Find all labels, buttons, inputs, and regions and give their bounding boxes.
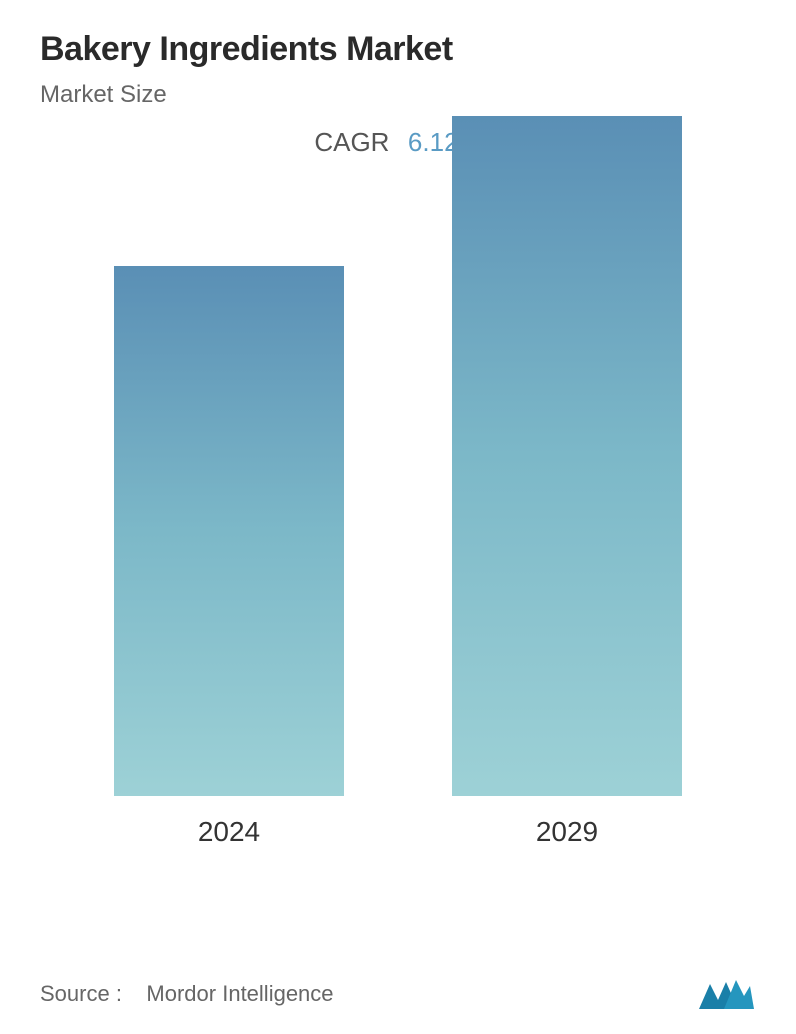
bars-container: 2024 2029: [40, 168, 756, 848]
footer: Source : Mordor Intelligence: [40, 974, 756, 1014]
chart-subtitle: Market Size: [40, 81, 756, 109]
chart-title: Bakery Ingredients Market: [40, 30, 756, 69]
bar-2024: [114, 266, 344, 796]
bar-label-2024: 2024: [198, 816, 260, 848]
source-name: Mordor Intelligence: [146, 981, 333, 1006]
chart-area: 2024 2029: [40, 168, 756, 898]
bar-group-0: 2024: [89, 266, 369, 848]
source-text: Source : Mordor Intelligence: [40, 981, 334, 1007]
bar-group-1: 2029: [427, 116, 707, 848]
chart-container: Bakery Ingredients Market Market Size CA…: [0, 0, 796, 1034]
source-label: Source :: [40, 981, 122, 1006]
bar-2029: [452, 116, 682, 796]
cagr-label: CAGR: [314, 127, 389, 157]
bar-label-2029: 2029: [536, 816, 598, 848]
mordor-logo-icon: [696, 974, 756, 1014]
